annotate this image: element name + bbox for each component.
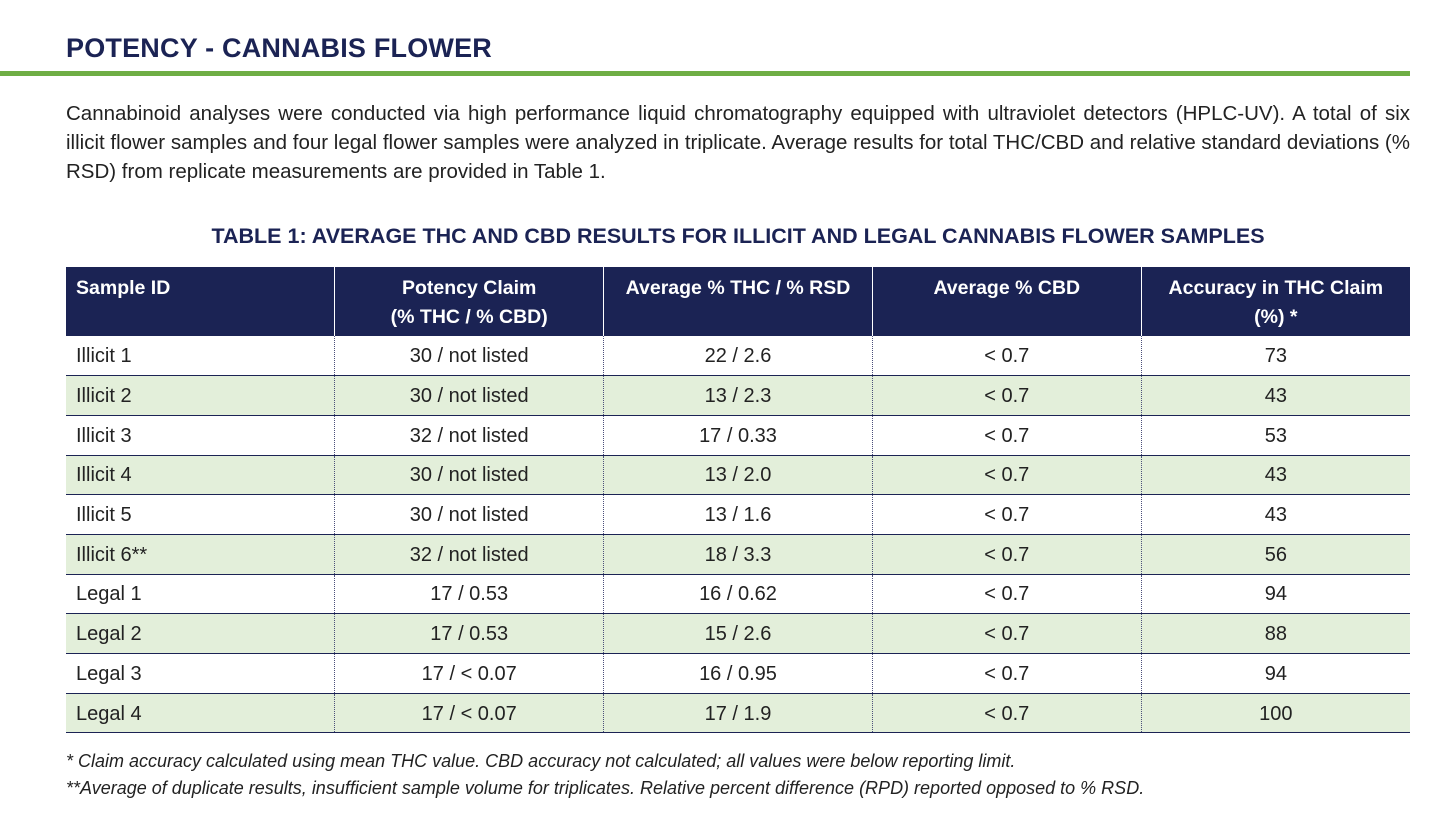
cell-potency-claim: 30 / not listed bbox=[334, 494, 604, 535]
header-row: Sample ID Potency Claim (% THC / % CBD) Ave… bbox=[66, 267, 1410, 336]
cell-thc-claim-accuracy: 94 bbox=[1140, 653, 1410, 694]
column-header-sample-id: Sample ID bbox=[66, 267, 335, 336]
table-row: Illicit 2 30 / not listed 13 / 2.3 < 0.7 43 bbox=[66, 375, 1410, 416]
cell-average-cbd: < 0.7 bbox=[871, 494, 1142, 535]
table-row: Illicit 1 30 / not listed 22 / 2.6 < 0.7 73 bbox=[66, 336, 1410, 377]
cell-thc-claim-accuracy: 53 bbox=[1140, 415, 1410, 456]
cell-thc-claim-accuracy: 94 bbox=[1140, 574, 1410, 615]
cell-average-cbd: < 0.7 bbox=[871, 336, 1142, 377]
cell-average-cbd: < 0.7 bbox=[871, 415, 1142, 456]
cell-thc-claim-accuracy: 43 bbox=[1140, 375, 1410, 416]
table-row: Illicit 4 30 / not listed 13 / 2.0 < 0.7 43 bbox=[66, 455, 1410, 496]
cell-potency-claim: 17 / 0.53 bbox=[334, 574, 604, 615]
cell-average-thc-rsd: 17 / 0.33 bbox=[603, 415, 873, 456]
cell-average-thc-rsd: 22 / 2.6 bbox=[603, 336, 873, 377]
cell-potency-claim: 30 / not listed bbox=[334, 455, 604, 496]
footnote-duplicates: **Average of duplicate results, insuffic… bbox=[66, 778, 1145, 798]
column-header-line: Average % THC / % RSD bbox=[625, 277, 851, 299]
column-header-line: (%) * bbox=[1254, 306, 1298, 328]
cell-average-cbd: < 0.7 bbox=[871, 613, 1142, 654]
cell-average-cbd: < 0.7 bbox=[871, 534, 1142, 575]
table-title: TABLE 1: AVERAGE THC AND CBD RESULTS FOR… bbox=[211, 224, 1265, 248]
cell-average-cbd: < 0.7 bbox=[871, 375, 1142, 416]
cell-sample-id: Illicit 2 bbox=[66, 375, 335, 416]
cell-thc-claim-accuracy: 100 bbox=[1140, 693, 1410, 734]
cell-sample-id: Illicit 3 bbox=[66, 415, 335, 456]
cell-potency-claim: 17 / 0.53 bbox=[334, 613, 604, 654]
cell-thc-claim-accuracy: 43 bbox=[1140, 455, 1410, 496]
cell-potency-claim: 32 / not listed bbox=[334, 415, 604, 456]
cell-average-thc-rsd: 13 / 1.6 bbox=[603, 494, 873, 535]
cell-sample-id: Legal 2 bbox=[66, 613, 335, 654]
table-row: Legal 4 17 / < 0.07 17 / 1.9 < 0.7 100 bbox=[66, 693, 1410, 734]
cell-average-thc-rsd: 18 / 3.3 bbox=[603, 534, 873, 575]
column-header-line: Accuracy in THC Claim bbox=[1168, 277, 1384, 299]
cell-sample-id: Illicit 6** bbox=[66, 534, 335, 575]
table-row: Legal 1 17 / 0.53 16 / 0.62 < 0.7 94 bbox=[66, 574, 1410, 615]
cell-potency-claim: 30 / not listed bbox=[334, 375, 604, 416]
column-header-thc-claim-accuracy: Accuracy in THC Claim (%) * bbox=[1140, 267, 1410, 336]
table-body: Illicit 1 30 / not listed 22 / 2.6 < 0.7 73 I… bbox=[66, 336, 1410, 734]
cell-average-cbd: < 0.7 bbox=[871, 653, 1142, 694]
cell-potency-claim: 17 / < 0.07 bbox=[334, 693, 604, 734]
cell-potency-claim: 30 / not listed bbox=[334, 336, 604, 377]
table-row: Legal 3 17 / < 0.07 16 / 0.95 < 0.7 94 bbox=[66, 653, 1410, 694]
column-header-potency-claim: Potency Claim (% THC / % CBD) bbox=[334, 267, 604, 336]
title-divider bbox=[0, 71, 1410, 76]
cell-thc-claim-accuracy: 88 bbox=[1140, 613, 1410, 654]
column-header-line: Sample ID bbox=[76, 277, 171, 299]
cell-average-cbd: < 0.7 bbox=[871, 693, 1142, 734]
cell-average-thc-rsd: 13 / 2.3 bbox=[603, 375, 873, 416]
cell-sample-id: Illicit 1 bbox=[66, 336, 335, 377]
cell-average-thc-rsd: 16 / 0.95 bbox=[603, 653, 873, 694]
section-title: POTENCY - CANNABIS FLOWER bbox=[66, 33, 493, 63]
cell-thc-claim-accuracy: 56 bbox=[1140, 534, 1410, 575]
cell-average-thc-rsd: 17 / 1.9 bbox=[603, 693, 873, 734]
cell-average-thc-rsd: 16 / 0.62 bbox=[603, 574, 873, 615]
results-table: Sample ID Potency Claim (% THC / % CBD) Ave… bbox=[66, 267, 1410, 734]
table-row: Illicit 6** 32 / not listed 18 / 3.3 < 0.7 5… bbox=[66, 534, 1410, 575]
cell-sample-id: Illicit 5 bbox=[66, 494, 335, 535]
cell-sample-id: Legal 1 bbox=[66, 574, 335, 615]
cell-thc-claim-accuracy: 73 bbox=[1140, 336, 1410, 377]
cell-average-cbd: < 0.7 bbox=[871, 574, 1142, 615]
cell-sample-id: Legal 4 bbox=[66, 693, 335, 734]
column-header-line: (% THC / % CBD) bbox=[390, 306, 548, 328]
table-row: Illicit 3 32 / not listed 17 / 0.33 < 0.7 53 bbox=[66, 415, 1410, 456]
column-header-average-cbd: Average % CBD bbox=[871, 267, 1142, 336]
cell-potency-claim: 17 / < 0.07 bbox=[334, 653, 604, 694]
cell-sample-id: Legal 3 bbox=[66, 653, 335, 694]
cell-average-thc-rsd: 13 / 2.0 bbox=[603, 455, 873, 496]
column-header-line: Average % CBD bbox=[933, 277, 1081, 299]
column-header-line: Potency Claim bbox=[402, 277, 537, 299]
cell-average-cbd: < 0.7 bbox=[871, 455, 1142, 496]
intro-paragraph: Cannabinoid analyses were conducted via … bbox=[66, 102, 1410, 183]
cell-sample-id: Illicit 4 bbox=[66, 455, 335, 496]
table-header: Sample ID Potency Claim (% THC / % CBD) Ave… bbox=[66, 267, 1410, 336]
cell-thc-claim-accuracy: 43 bbox=[1140, 494, 1410, 535]
table-row: Legal 2 17 / 0.53 15 / 2.6 < 0.7 88 bbox=[66, 613, 1410, 654]
cell-potency-claim: 32 / not listed bbox=[334, 534, 604, 575]
table-row: Illicit 5 30 / not listed 13 / 1.6 < 0.7 43 bbox=[66, 494, 1410, 535]
column-header-average-thc-rsd: Average % THC / % RSD bbox=[603, 267, 873, 336]
cell-average-thc-rsd: 15 / 2.6 bbox=[603, 613, 873, 654]
footnote-accuracy: * Claim accuracy calculated using mean T… bbox=[66, 751, 1016, 771]
footnotes: * Claim accuracy calculated using mean T… bbox=[66, 748, 1410, 802]
